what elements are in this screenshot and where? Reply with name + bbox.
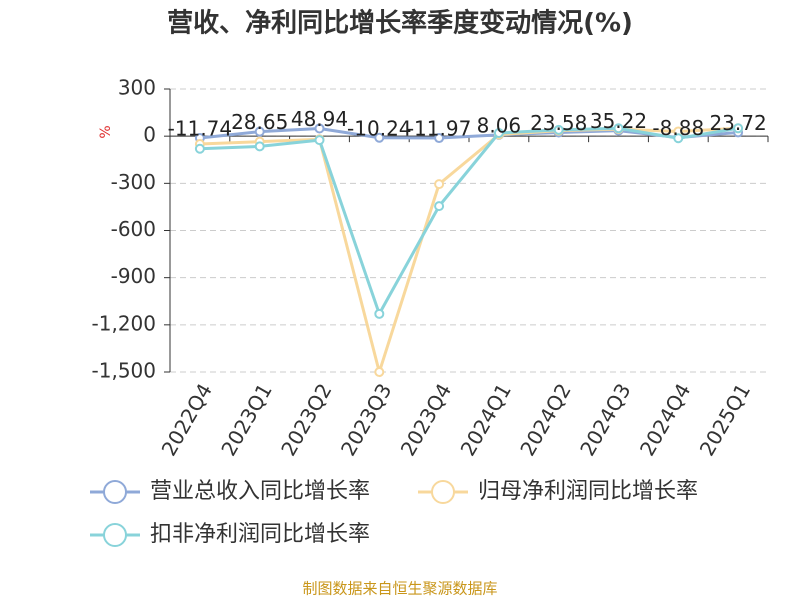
legend-label: 归母净利润同比增长率: [478, 479, 698, 504]
data-label: -11.97: [407, 117, 471, 141]
point: [553, 124, 564, 135]
y-axis-label: %: [98, 125, 114, 138]
legend-label: 扣非净利润同比增长率: [150, 522, 370, 547]
point: [254, 141, 265, 152]
x-tick-label: 2022Q4: [157, 379, 217, 460]
y-tick-label: -1,500: [92, 359, 156, 383]
x-tick-label: 2024Q1: [456, 379, 516, 460]
point: [374, 367, 385, 377]
y-tick-label: 0: [143, 123, 156, 147]
point: [733, 123, 744, 134]
x-tick-label: 2024Q3: [575, 379, 635, 460]
point: [493, 128, 504, 139]
data-label: 8.06: [477, 113, 522, 137]
point: [374, 132, 385, 143]
x-tick-label: 2023Q2: [276, 379, 336, 460]
x-tick-label: 2024Q2: [515, 379, 575, 460]
x-tick-label: 2025Q1: [695, 379, 755, 460]
point: [374, 308, 385, 319]
data-label: 23.72: [709, 111, 766, 135]
data-label: 23.58: [530, 111, 587, 135]
legend-marker: [103, 480, 127, 504]
point: [314, 123, 325, 134]
legend-marker: [431, 480, 455, 504]
data-label: 35.22: [590, 109, 647, 133]
y-tick-label: -900: [111, 264, 156, 288]
data-label: 48.94: [291, 107, 348, 131]
point: [314, 135, 325, 146]
y-tick-label: 300: [118, 76, 156, 100]
point: [194, 143, 205, 154]
x-tick-label: 2023Q4: [396, 379, 456, 460]
chart-title: 营收、净利同比增长率季度变动情况(%): [167, 8, 633, 39]
data-label: -11.74: [168, 117, 232, 141]
point: [254, 126, 265, 137]
x-tick-label: 2023Q1: [216, 379, 276, 460]
point: [434, 201, 445, 212]
source-note: 制图数据来自恒生聚源数据库: [302, 580, 497, 598]
point: [434, 133, 445, 144]
data-label: 28.65: [231, 110, 288, 134]
legend-marker: [103, 523, 127, 547]
x-tick-label: 2023Q3: [336, 379, 396, 460]
data-label: -8.88: [652, 116, 704, 140]
y-tick-label: -600: [111, 217, 156, 241]
legend-label: 营业总收入同比增长率: [150, 479, 370, 504]
series-line: [199, 126, 739, 318]
point: [613, 123, 624, 134]
x-tick-label: 2024Q4: [635, 379, 695, 460]
data-label: -10.24: [347, 116, 411, 140]
point: [434, 179, 445, 190]
series-line: [199, 126, 739, 378]
y-tick-label: -1,200: [92, 311, 156, 335]
point: [673, 133, 684, 144]
y-tick-label: -300: [111, 170, 156, 194]
